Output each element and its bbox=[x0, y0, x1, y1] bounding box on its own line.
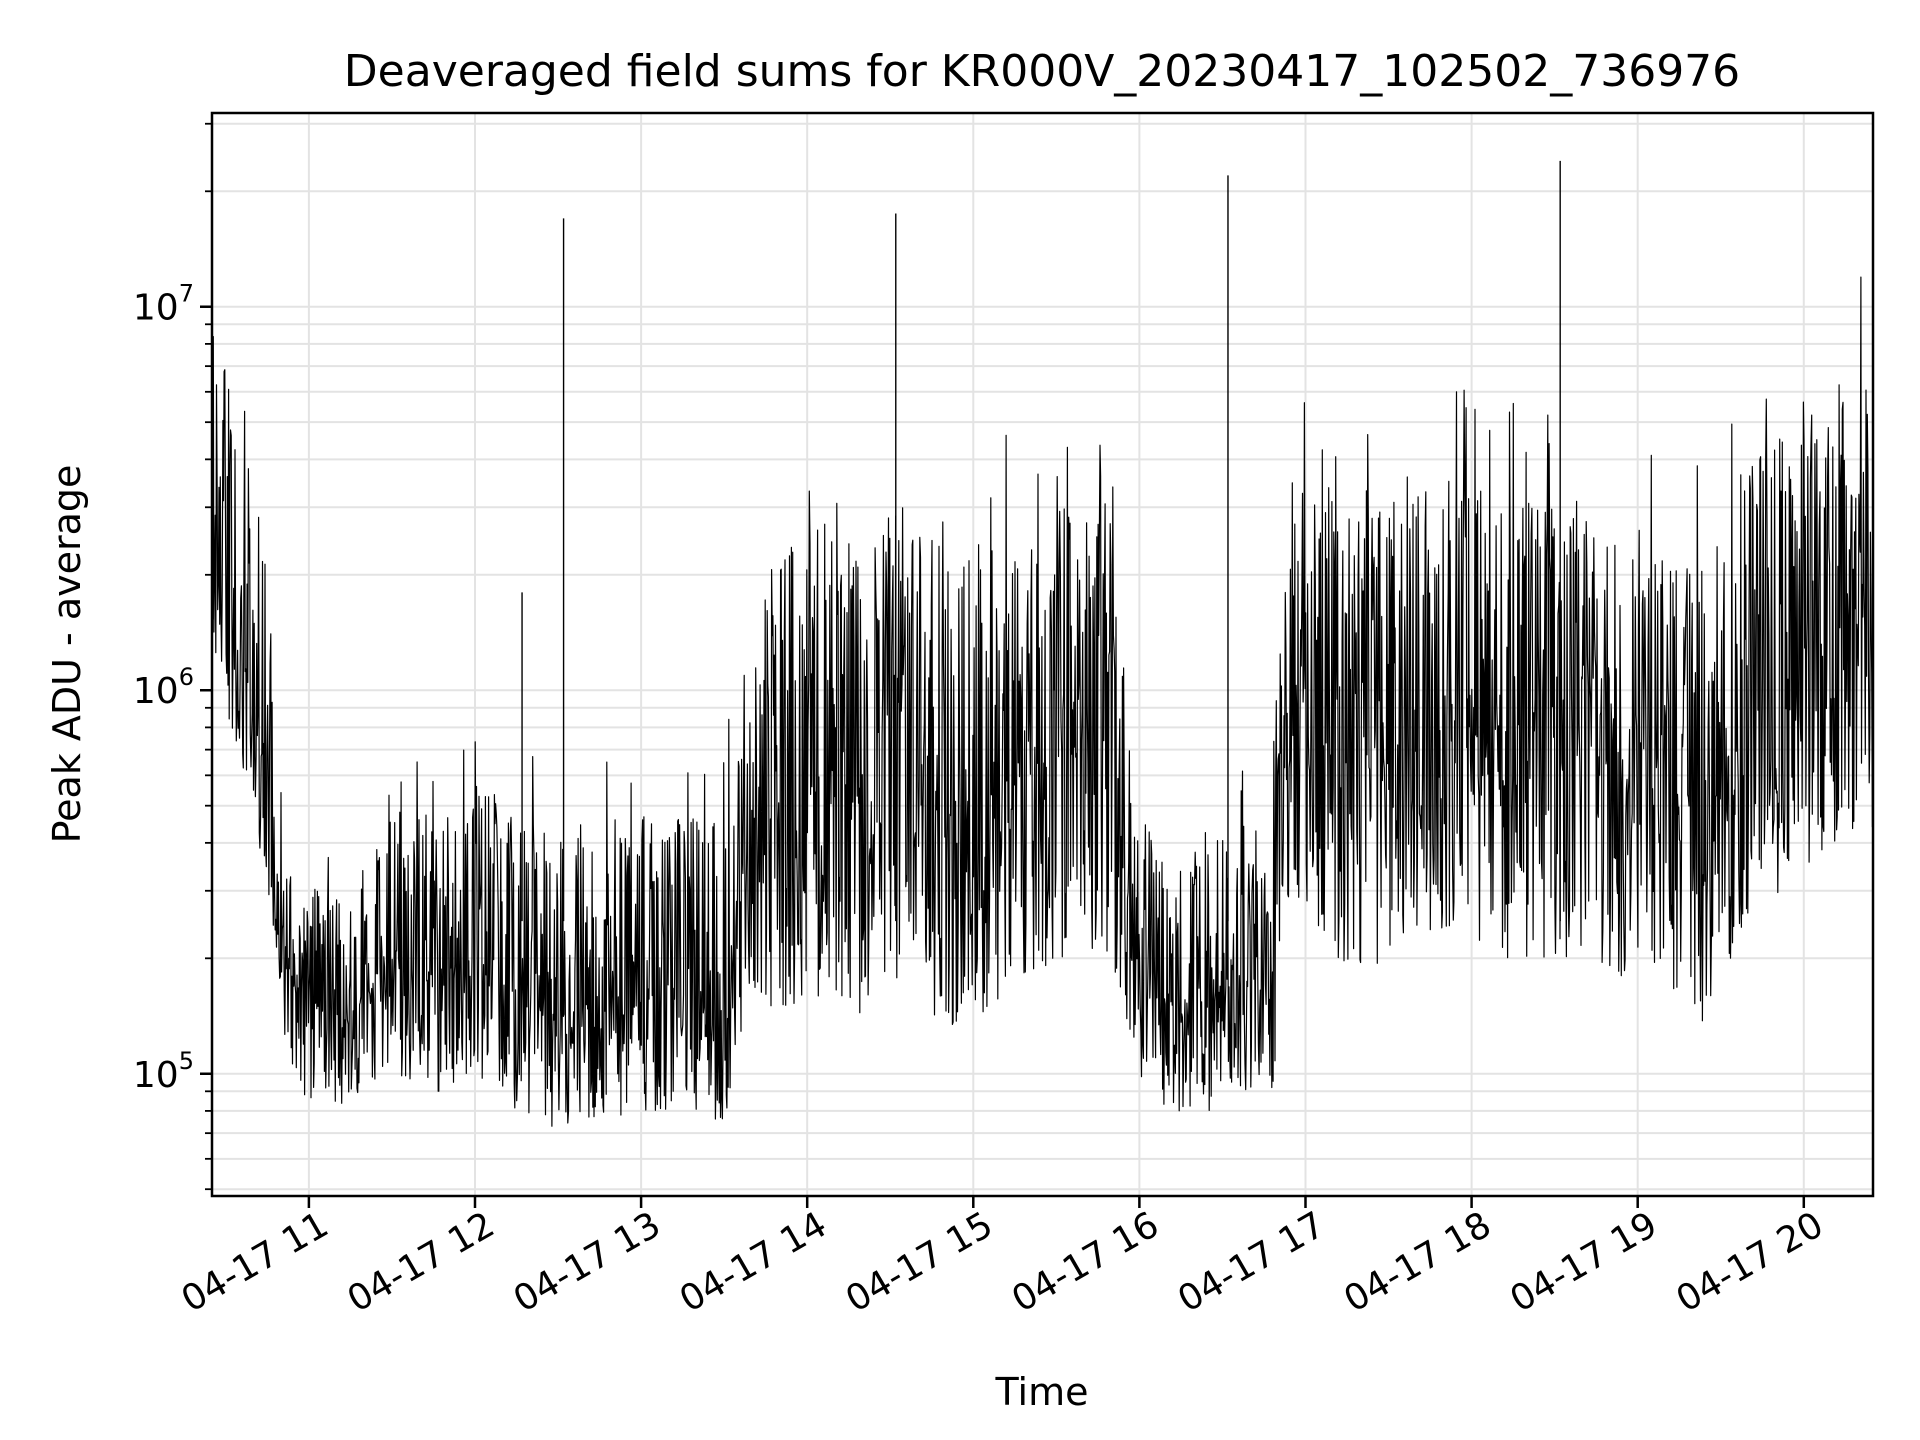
series-line bbox=[212, 276, 1873, 1127]
y-tick-label: 105 bbox=[133, 1047, 194, 1096]
chart-title: Deaveraged field sums for KR000V_2023041… bbox=[344, 46, 1740, 97]
data-series bbox=[212, 160, 1873, 1127]
plot-frame bbox=[210, 111, 1875, 1198]
x-axis-label: Time bbox=[995, 1370, 1089, 1414]
y-tick-label: 107 bbox=[133, 280, 194, 329]
y-axis-label: Peak ADU - average bbox=[45, 465, 89, 844]
y-tick-label: 106 bbox=[133, 663, 194, 712]
y-axis: 105 106 107 bbox=[133, 122, 212, 1191]
